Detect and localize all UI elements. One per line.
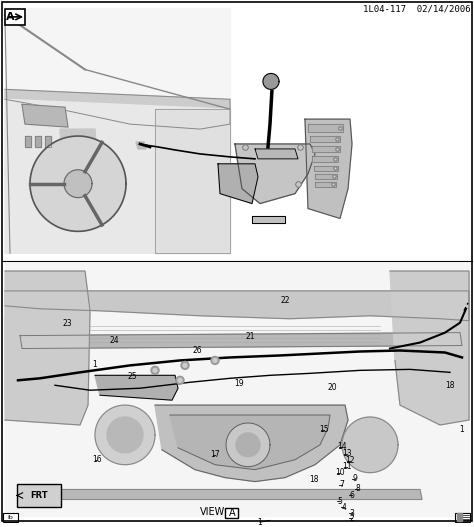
Text: 23: 23 xyxy=(62,319,72,328)
FancyBboxPatch shape xyxy=(5,9,25,25)
Text: 20: 20 xyxy=(327,383,337,392)
Polygon shape xyxy=(255,149,298,159)
Polygon shape xyxy=(315,174,337,179)
Text: 25: 25 xyxy=(127,372,137,381)
Circle shape xyxy=(183,364,187,367)
Text: 13: 13 xyxy=(342,449,352,458)
Text: A: A xyxy=(6,12,14,22)
Text: FRT: FRT xyxy=(30,491,48,500)
Polygon shape xyxy=(25,136,31,147)
Text: 8: 8 xyxy=(356,484,360,493)
Polygon shape xyxy=(263,73,279,90)
Text: ib: ib xyxy=(7,515,13,520)
Polygon shape xyxy=(95,405,155,465)
Polygon shape xyxy=(20,333,462,348)
Polygon shape xyxy=(45,136,51,147)
Text: 2: 2 xyxy=(350,514,355,523)
Text: 26: 26 xyxy=(192,346,202,355)
FancyBboxPatch shape xyxy=(456,513,471,522)
Circle shape xyxy=(153,368,157,373)
Polygon shape xyxy=(218,164,258,203)
Text: 18: 18 xyxy=(309,475,319,484)
Polygon shape xyxy=(226,423,270,467)
Polygon shape xyxy=(5,90,230,129)
Text: 1: 1 xyxy=(258,518,263,527)
Polygon shape xyxy=(5,316,68,405)
Polygon shape xyxy=(308,124,343,132)
Polygon shape xyxy=(390,271,469,425)
Text: 5: 5 xyxy=(337,497,342,506)
FancyBboxPatch shape xyxy=(17,484,61,508)
Circle shape xyxy=(178,378,182,382)
Polygon shape xyxy=(136,142,146,149)
Text: 16: 16 xyxy=(92,455,102,464)
Text: 15: 15 xyxy=(319,425,329,434)
Polygon shape xyxy=(315,182,336,187)
Text: 24: 24 xyxy=(109,336,119,345)
FancyBboxPatch shape xyxy=(2,513,18,522)
Polygon shape xyxy=(252,217,285,223)
Polygon shape xyxy=(155,405,348,482)
Polygon shape xyxy=(342,417,398,473)
Text: 17: 17 xyxy=(210,450,220,459)
Polygon shape xyxy=(312,146,340,152)
FancyBboxPatch shape xyxy=(226,508,238,518)
Circle shape xyxy=(211,356,219,364)
Polygon shape xyxy=(60,129,100,199)
Text: 7: 7 xyxy=(339,480,345,489)
Polygon shape xyxy=(312,156,338,162)
Polygon shape xyxy=(457,513,462,521)
Text: 3: 3 xyxy=(349,509,355,518)
Polygon shape xyxy=(40,490,422,500)
Polygon shape xyxy=(5,8,230,253)
Text: 18: 18 xyxy=(445,380,455,390)
Text: 21: 21 xyxy=(245,332,255,341)
Polygon shape xyxy=(5,263,469,516)
Polygon shape xyxy=(5,291,469,321)
Polygon shape xyxy=(35,136,41,147)
Text: 12: 12 xyxy=(345,456,355,465)
Text: 19: 19 xyxy=(234,379,244,388)
Circle shape xyxy=(213,358,217,363)
Polygon shape xyxy=(236,433,260,457)
Text: 14: 14 xyxy=(337,442,347,451)
Circle shape xyxy=(151,366,159,374)
Text: A: A xyxy=(228,508,235,518)
Polygon shape xyxy=(305,119,352,219)
Polygon shape xyxy=(310,136,340,142)
Polygon shape xyxy=(64,170,92,198)
Text: 11: 11 xyxy=(342,462,352,471)
Text: 9: 9 xyxy=(353,474,357,483)
Text: 10: 10 xyxy=(335,468,345,477)
Circle shape xyxy=(176,376,184,384)
Polygon shape xyxy=(5,99,230,253)
Text: 1: 1 xyxy=(460,425,465,434)
Text: 4: 4 xyxy=(342,503,346,512)
Polygon shape xyxy=(155,109,230,253)
Polygon shape xyxy=(95,375,178,400)
Text: 6: 6 xyxy=(349,491,355,500)
Polygon shape xyxy=(170,415,330,470)
Polygon shape xyxy=(107,417,143,453)
Text: VIEW: VIEW xyxy=(200,508,225,518)
Polygon shape xyxy=(30,136,126,231)
Circle shape xyxy=(181,362,189,369)
Text: 1: 1 xyxy=(92,360,97,369)
Text: 1L04-117  02/14/2006: 1L04-117 02/14/2006 xyxy=(364,5,471,14)
Polygon shape xyxy=(5,271,90,425)
Polygon shape xyxy=(235,144,315,203)
Text: 22: 22 xyxy=(280,296,290,305)
Polygon shape xyxy=(314,166,338,171)
Polygon shape xyxy=(22,104,68,127)
